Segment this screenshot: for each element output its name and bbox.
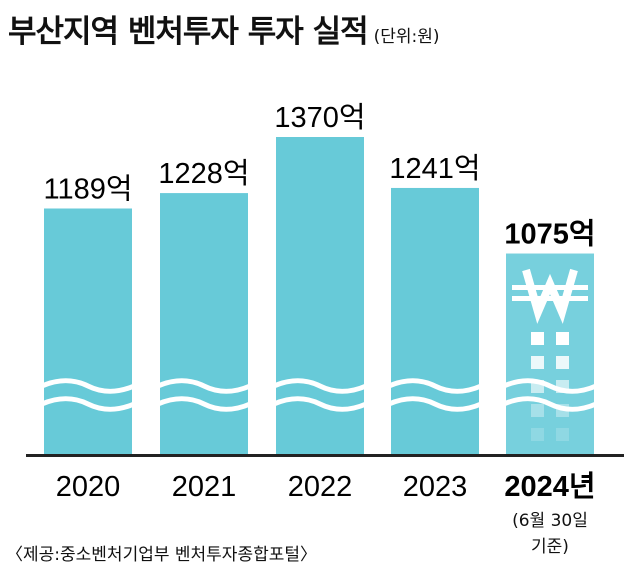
unit-label: (단위:원) <box>373 27 440 47</box>
date-note-line2: 기준) <box>531 537 569 557</box>
axis-break-wave <box>502 396 598 412</box>
x-tick-label: 2020 <box>56 471 121 503</box>
won-dot <box>531 428 544 441</box>
won-dot <box>531 356 544 369</box>
axis-break-wave <box>502 378 598 394</box>
axis-break-wave <box>272 378 368 394</box>
data-label: 1228억 <box>158 158 249 190</box>
chart-title: 부산지역 벤처투자 투자 실적 (단위:원) <box>8 6 440 51</box>
x-tick-label: 2022 <box>288 471 353 503</box>
won-sign-bar <box>512 285 588 290</box>
date-note-line1: (6월 30일 <box>512 511 588 531</box>
bar-2020 <box>44 208 132 454</box>
x-tick-label: 2021 <box>172 471 237 503</box>
axis-break-wave <box>272 396 368 412</box>
axis-break-wave <box>387 396 483 412</box>
won-dot <box>556 404 569 417</box>
date-note: (6월 30일 기준) <box>497 508 603 560</box>
won-dot <box>556 356 569 369</box>
bar-2023 <box>391 187 479 454</box>
source-credit: 〈제공:중소벤처기업부 벤처투자종합포털〉 <box>6 545 318 565</box>
data-label: 1075억 <box>504 218 595 251</box>
bar-2021 <box>160 193 248 454</box>
axis-break-wave <box>40 396 136 412</box>
axis-break-wave <box>40 378 136 394</box>
won-dot <box>531 332 544 345</box>
won-sign-icon <box>512 268 588 441</box>
won-dot <box>531 380 544 393</box>
won-dot <box>531 404 544 417</box>
axis-break-wave <box>156 396 252 412</box>
data-label: 1241억 <box>389 153 480 185</box>
data-label: 1189억 <box>43 173 132 205</box>
x-tick-label: 2023 <box>403 471 468 503</box>
axis-break-wave <box>387 378 483 394</box>
data-label: 1370억 <box>274 102 365 134</box>
chart-title-text: 부산지역 벤처투자 투자 실적 <box>8 14 369 50</box>
won-dot <box>556 380 569 393</box>
x-tick-label: 2024년 <box>504 470 595 503</box>
won-sign-bar <box>512 296 588 301</box>
x-axis-line <box>26 454 624 457</box>
won-dot <box>556 332 569 345</box>
axis-break-wave <box>156 378 252 394</box>
won-dot <box>556 428 569 441</box>
